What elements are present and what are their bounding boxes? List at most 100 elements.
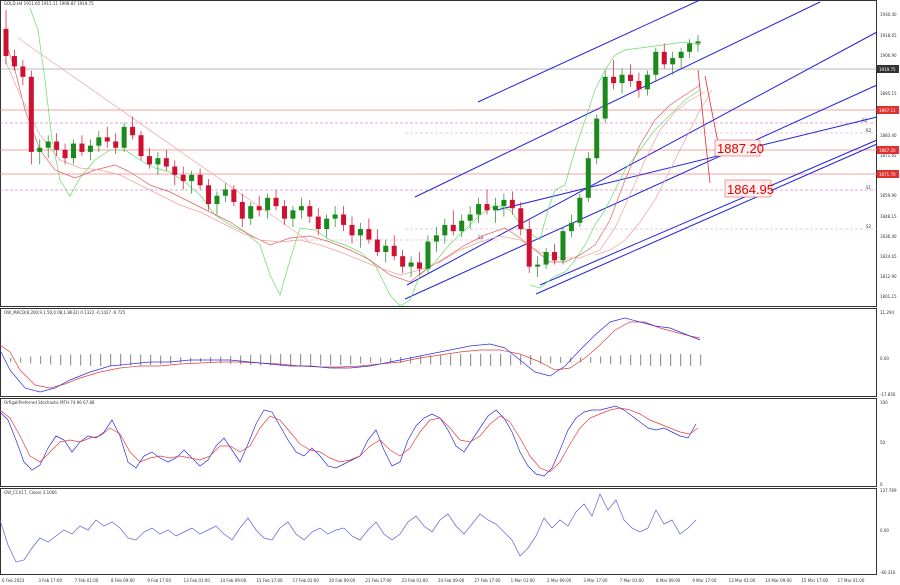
- time-tick: 14 Feb 09:00: [220, 578, 247, 583]
- price-tick: 1895.15: [880, 91, 897, 96]
- macd-hist-bar: [270, 354, 272, 366]
- macd-axis: 11.294 0.00 -17.856: [880, 310, 896, 397]
- candle-body: [341, 214, 347, 225]
- channel-line: [535, 143, 878, 295]
- time-tick: 13 Mar 01:00: [729, 578, 756, 583]
- channel-line: [414, 1, 821, 198]
- red-level-text: 1897.11: [879, 108, 896, 113]
- candle-body: [281, 206, 287, 219]
- time-tick: 20 Feb 09:00: [329, 578, 356, 583]
- pink-ma-line: [594, 89, 713, 256]
- cci-panel-frame: [0, 488, 877, 575]
- macd-hist-bar: [460, 354, 462, 366]
- candle-body: [611, 76, 617, 84]
- time-tick: 1 Mar 01:00: [511, 578, 536, 583]
- macd-hist-bar: [670, 354, 672, 366]
- pink-ma-line: [4, 59, 706, 276]
- candle-body: [552, 252, 558, 261]
- macd-hist-bar: [430, 355, 432, 365]
- macd-hist-bar: [490, 354, 492, 366]
- time-tick: 21 Feb 17:00: [365, 578, 392, 583]
- macd-hist-bar: [580, 357, 582, 363]
- time-tick: 8 Feb 09:00: [111, 578, 135, 583]
- stoch-title: OrfigaliPreferred Stochastic MTH 74.96 6…: [4, 400, 95, 405]
- blue-channel-lines: [404, 0, 878, 300]
- candle-body: [678, 51, 684, 59]
- candle-body: [315, 216, 321, 230]
- macd-main-line: [0, 317, 701, 393]
- macd-hist-bar: [470, 354, 472, 366]
- candle-body: [509, 199, 515, 209]
- time-tick: 24 Feb 09:00: [438, 578, 465, 583]
- time-axis: 6 Feb 2023 3 Feb 17:00 7 Feb 01:00 8 Feb 09…: [2, 578, 865, 583]
- candle-body: [197, 174, 203, 186]
- candle-body: [37, 147, 43, 152]
- level-label: S1: [866, 185, 872, 190]
- macd-hist-bar: [600, 356, 602, 364]
- macd-hist-bar: [250, 355, 252, 365]
- time-tick: 7 Mar 01:00: [620, 578, 645, 583]
- channel-line: [496, 116, 878, 211]
- price-tick: 1836.40: [880, 234, 897, 239]
- green-band-line: [29, 7, 701, 307]
- stoch-axis: 100 50 0: [880, 400, 888, 487]
- price-tick: 1883.40: [880, 133, 897, 138]
- candle-body: [450, 224, 456, 232]
- red-ma-line: [4, 39, 701, 283]
- price-tick: 1918.65: [880, 33, 897, 38]
- macd-hist-bar: [370, 357, 372, 363]
- channel-line: [406, 31, 878, 286]
- macd-hist-bar: [240, 355, 242, 365]
- candle-body: [459, 220, 465, 232]
- cci-tick: 137.769: [880, 488, 897, 493]
- candle-body: [374, 239, 380, 253]
- macd-hist-bar: [380, 357, 382, 363]
- candle-body: [248, 206, 254, 219]
- candle-body: [239, 201, 245, 219]
- candle-body: [560, 231, 566, 261]
- macd-hist-bar: [290, 354, 292, 366]
- candle-body: [298, 206, 304, 211]
- macd-hist-bar: [40, 356, 42, 364]
- stoch-panel-frame: [0, 398, 877, 487]
- macd-hist-bar: [60, 355, 62, 365]
- macd-tick: -17.856: [880, 392, 896, 397]
- candle-body: [54, 141, 60, 150]
- annotation-1864: 1864.95: [724, 179, 774, 198]
- candle-body: [619, 74, 625, 84]
- annotation-text: 1887.20: [717, 141, 764, 156]
- candle-body: [687, 43, 693, 52]
- time-tick: 17 Mar 01:00: [838, 578, 865, 583]
- candle-body: [425, 241, 431, 269]
- macd-hist-bar: [160, 355, 162, 365]
- time-tick: 13 Feb 01:00: [184, 578, 211, 583]
- macd-hist-bar: [20, 357, 22, 363]
- macd-hist-bar: [450, 354, 452, 366]
- annotation-text: 1864.95: [727, 182, 774, 197]
- macd-lines: [0, 317, 701, 393]
- price-tick: 1801.15: [880, 294, 897, 299]
- level-labels: R1 R2 S1 S2 S3: [478, 118, 872, 240]
- candle-body: [627, 74, 633, 81]
- candle-body: [568, 222, 574, 232]
- macd-tick: 0.00: [880, 356, 889, 361]
- price-tick: 1824.65: [880, 254, 897, 259]
- macd-hist-bar: [130, 354, 132, 366]
- red-level-text: 1871.70: [879, 172, 896, 177]
- candle-body: [96, 137, 102, 146]
- red-level-tag: [877, 106, 899, 114]
- price-tick: 1871.65: [880, 153, 897, 158]
- candlestick-series: [3, 10, 701, 278]
- macd-hist-bar: [550, 356, 552, 364]
- macd-hist-bar: [640, 354, 642, 366]
- annotation-box: [714, 139, 761, 157]
- candle-body: [324, 218, 330, 230]
- macd-hist-bar: [320, 354, 322, 366]
- macd-hist-bar: [630, 355, 632, 365]
- candle-body: [526, 229, 532, 267]
- macd-hist-bar: [100, 354, 102, 366]
- candle-body: [476, 204, 482, 215]
- candle-body: [45, 141, 51, 148]
- candle-body: [163, 158, 169, 167]
